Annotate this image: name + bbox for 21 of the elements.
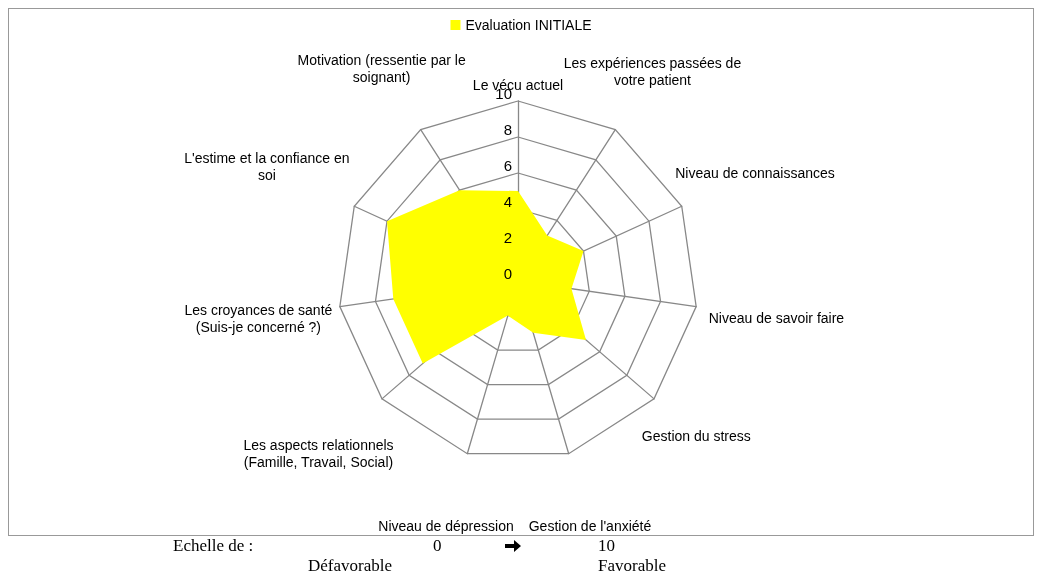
spoke-label: Niveau de dépression: [378, 518, 514, 535]
spoke-label: Gestion du stress: [641, 427, 751, 444]
spoke-label: Les croyances de santé (Suis-je concerné ?): [184, 301, 333, 335]
y-tick-label: 4: [503, 193, 512, 210]
spoke-label: Niveau de connaissances: [675, 164, 835, 181]
legend-label: Evaluation INITIALE: [465, 17, 592, 33]
text: Echelle de :: [173, 536, 254, 556]
text: 10: [598, 536, 615, 556]
spoke-label: Les expériences passées de votre patient: [563, 55, 742, 89]
spoke-label: Motivation (ressentie par le soignant): [297, 52, 466, 86]
y-tick-label: 6: [503, 157, 512, 174]
spoke-label: Niveau de savoir faire: [708, 310, 845, 327]
spoke-label: Gestion de l'anxiété: [528, 518, 652, 535]
y-tick-label: 8: [503, 121, 512, 138]
spoke-label: Les aspects relationnels (Famille, Travail, Social): [243, 437, 394, 471]
text: 0: [433, 536, 442, 556]
y-tick-label: 2: [503, 229, 512, 246]
spoke-label: L'estime et la confiance en soi: [184, 149, 350, 183]
y-tick-label: 0: [503, 265, 512, 282]
text: Défavorable: [308, 556, 393, 571]
text: Favorable: [598, 556, 666, 571]
